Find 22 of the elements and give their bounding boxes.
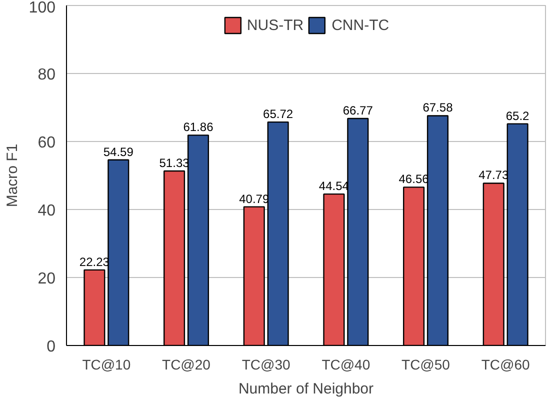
x-tick-label: TC@10: [82, 356, 131, 372]
x-axis-title: Number of Neighbor: [238, 380, 374, 398]
y-tick-label: 20: [38, 270, 56, 288]
legend-label: CNN-TC: [332, 16, 390, 34]
y-tick-label: 0: [46, 338, 56, 356]
data-label: 54.59: [103, 144, 134, 159]
data-label: 65.72: [263, 107, 294, 122]
x-tick-label: TC@30: [242, 356, 291, 372]
data-label: 65.2: [506, 108, 530, 123]
x-tick-label: TC@20: [162, 356, 211, 372]
legend-label: NUS-TR: [246, 16, 304, 34]
data-label: 61.86: [183, 120, 214, 134]
y-axis-title: Macro F1: [4, 144, 21, 208]
data-label: 67.58: [422, 100, 454, 115]
y-tick-label: 80: [38, 66, 56, 84]
x-tick-label: TC@50: [402, 356, 450, 372]
x-tick-label: TC@40: [322, 356, 370, 372]
y-tick-label: 60: [38, 134, 56, 152]
data-label: 66.77: [342, 103, 374, 118]
y-tick-label: 100: [28, 0, 56, 16]
y-tick-label: 40: [38, 202, 56, 220]
x-tick-label: TC@60: [481, 356, 530, 372]
